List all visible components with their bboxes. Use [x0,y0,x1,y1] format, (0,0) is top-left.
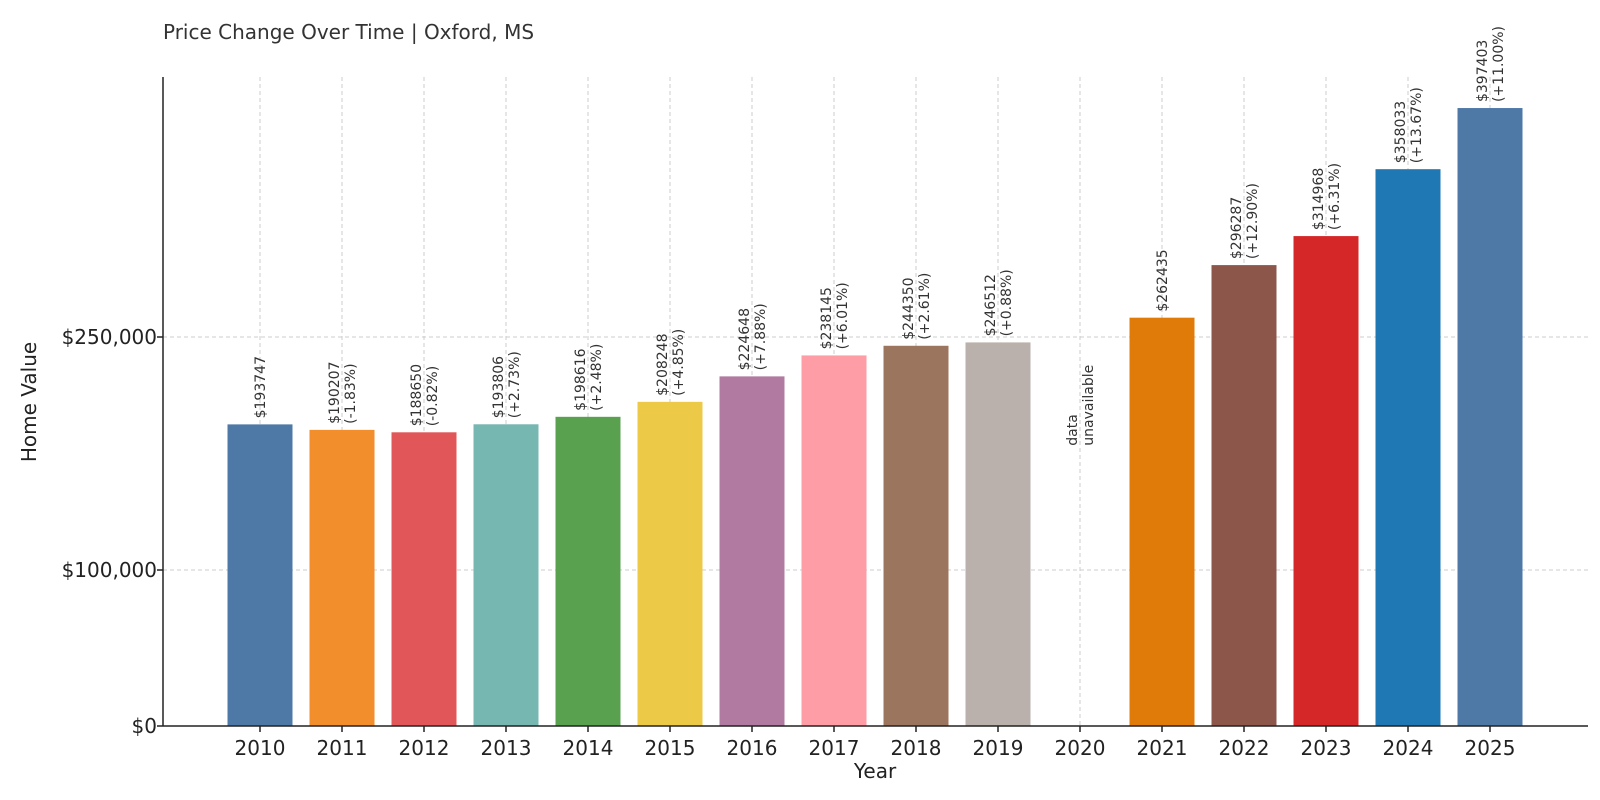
bar-change-text: (+11.00%) [1491,26,1507,102]
x-tick-label: 2025 [1465,736,1516,760]
bar-labels: $193747 $190207 (-1.83%) $188650 (-0.82%) $19… [253,26,1507,446]
bar-value-text: $397403 [1475,40,1491,102]
x-tick-label: 2019 [973,736,1024,760]
bar-value-label: $358033 (+13.67%) [1393,87,1425,163]
bar [883,345,949,726]
bar-value-text: $188650 [409,364,425,426]
bar [391,432,457,726]
bar-value-label: $193806 (+2.73%) [491,351,523,418]
x-tick-label: 2017 [809,736,860,760]
y-axis-label: Home Value [17,342,41,462]
bar-value-text: $208248 [655,333,671,395]
bar-value-text: $358033 [1393,101,1409,163]
bar-value-label: $296287 (+12.90%) [1229,183,1261,259]
x-tick-label: 2013 [481,736,532,760]
bar [965,342,1031,726]
chart-title: Price Change Over Time | Oxford, MS [163,20,534,44]
y-ticks: $0 $100,000 $250,000 [62,325,163,738]
bar [555,416,621,726]
bar-change-text: (+2.61%) [917,273,933,340]
x-tick-label: 2015 [645,736,696,760]
missing-data-text: data [1065,414,1081,446]
bar-value-label: $244350 (+2.61%) [901,273,933,340]
bar-change-text: (+0.88%) [999,269,1015,336]
bar-value-text: $238145 [819,287,835,349]
bar-value-label: $246512 (+0.88%) [983,269,1015,336]
bar-value-text: $198616 [573,348,589,410]
bar-change-text: (+6.31%) [1327,163,1343,230]
bar-value-label: $238145 (+6.01%) [819,282,851,349]
missing-data-text: unavailable [1081,365,1097,446]
bar-change-text: (+2.48%) [589,344,605,411]
bar [719,376,785,726]
bar-value-label: $314968 (+6.31%) [1311,163,1343,230]
bar-value-text: $296287 [1229,197,1245,259]
bar-change-text: (-0.82%) [425,366,441,426]
bar [473,424,539,726]
bar-change-text: (+6.01%) [835,282,851,349]
bar [1375,169,1441,727]
x-tick-label: 2012 [399,736,450,760]
grid-lines [163,77,1588,726]
x-tick-label: 2024 [1383,736,1434,760]
bar-value-text: $246512 [983,274,999,336]
bar-value-label: $262435 [1155,249,1171,311]
bar-change-text: (+12.90%) [1245,183,1261,259]
bar-value-label: $198616 (+2.48%) [573,344,605,411]
bar-value-label: $224648 (+7.88%) [737,303,769,370]
bar-change-text: (+4.85%) [671,329,687,396]
bar-value-text: $193806 [491,356,507,418]
bar-value-label: $397403 (+11.00%) [1475,26,1507,102]
x-tick-label: 2022 [1219,736,1270,760]
bar-value-text: $190207 [327,362,343,424]
y-tick-label: $0 [132,714,157,738]
bar [1211,265,1277,726]
bar-change-text: (+7.88%) [753,303,769,370]
x-tick-label: 2011 [317,736,368,760]
x-tick-label: 2018 [891,736,942,760]
bar-change-text: (+2.73%) [507,351,523,418]
bar-value-label: $190207 (-1.83%) [327,362,359,424]
y-tick-label: $250,000 [62,325,157,349]
x-tick-label: 2010 [235,736,286,760]
bar-value-text: $262435 [1155,249,1171,311]
bar-value-text: $314968 [1311,168,1327,230]
x-tick-label: 2016 [727,736,778,760]
bar-value-label: $188650 (-0.82%) [409,364,441,426]
bar-value-text: $224648 [737,308,753,370]
bar [1457,108,1523,727]
bar-value-label: $193747 [253,356,269,418]
x-tick-label: 2020 [1055,736,1106,760]
y-tick-label: $100,000 [62,558,157,582]
bar [637,401,703,726]
bar [801,355,867,726]
bar-change-text: (+13.67%) [1409,87,1425,163]
bar [227,424,293,726]
missing-data-label: data unavailable [1065,365,1097,446]
x-tick-label: 2021 [1137,736,1188,760]
x-axis-label: Year [853,759,897,783]
bar [1129,317,1195,726]
bar-change-text: (-1.83%) [343,363,359,423]
bar [309,429,375,726]
x-tick-label: 2014 [563,736,614,760]
bars [227,108,1523,727]
bar-value-text: $193747 [253,356,269,418]
x-ticks: 2010 2011 2012 2013 2014 2015 2016 2017 2018 2019… [235,726,1516,760]
x-tick-label: 2023 [1301,736,1352,760]
bar-value-label: $208248 (+4.85%) [655,329,687,396]
bar [1293,236,1359,726]
bar-value-text: $244350 [901,277,917,339]
